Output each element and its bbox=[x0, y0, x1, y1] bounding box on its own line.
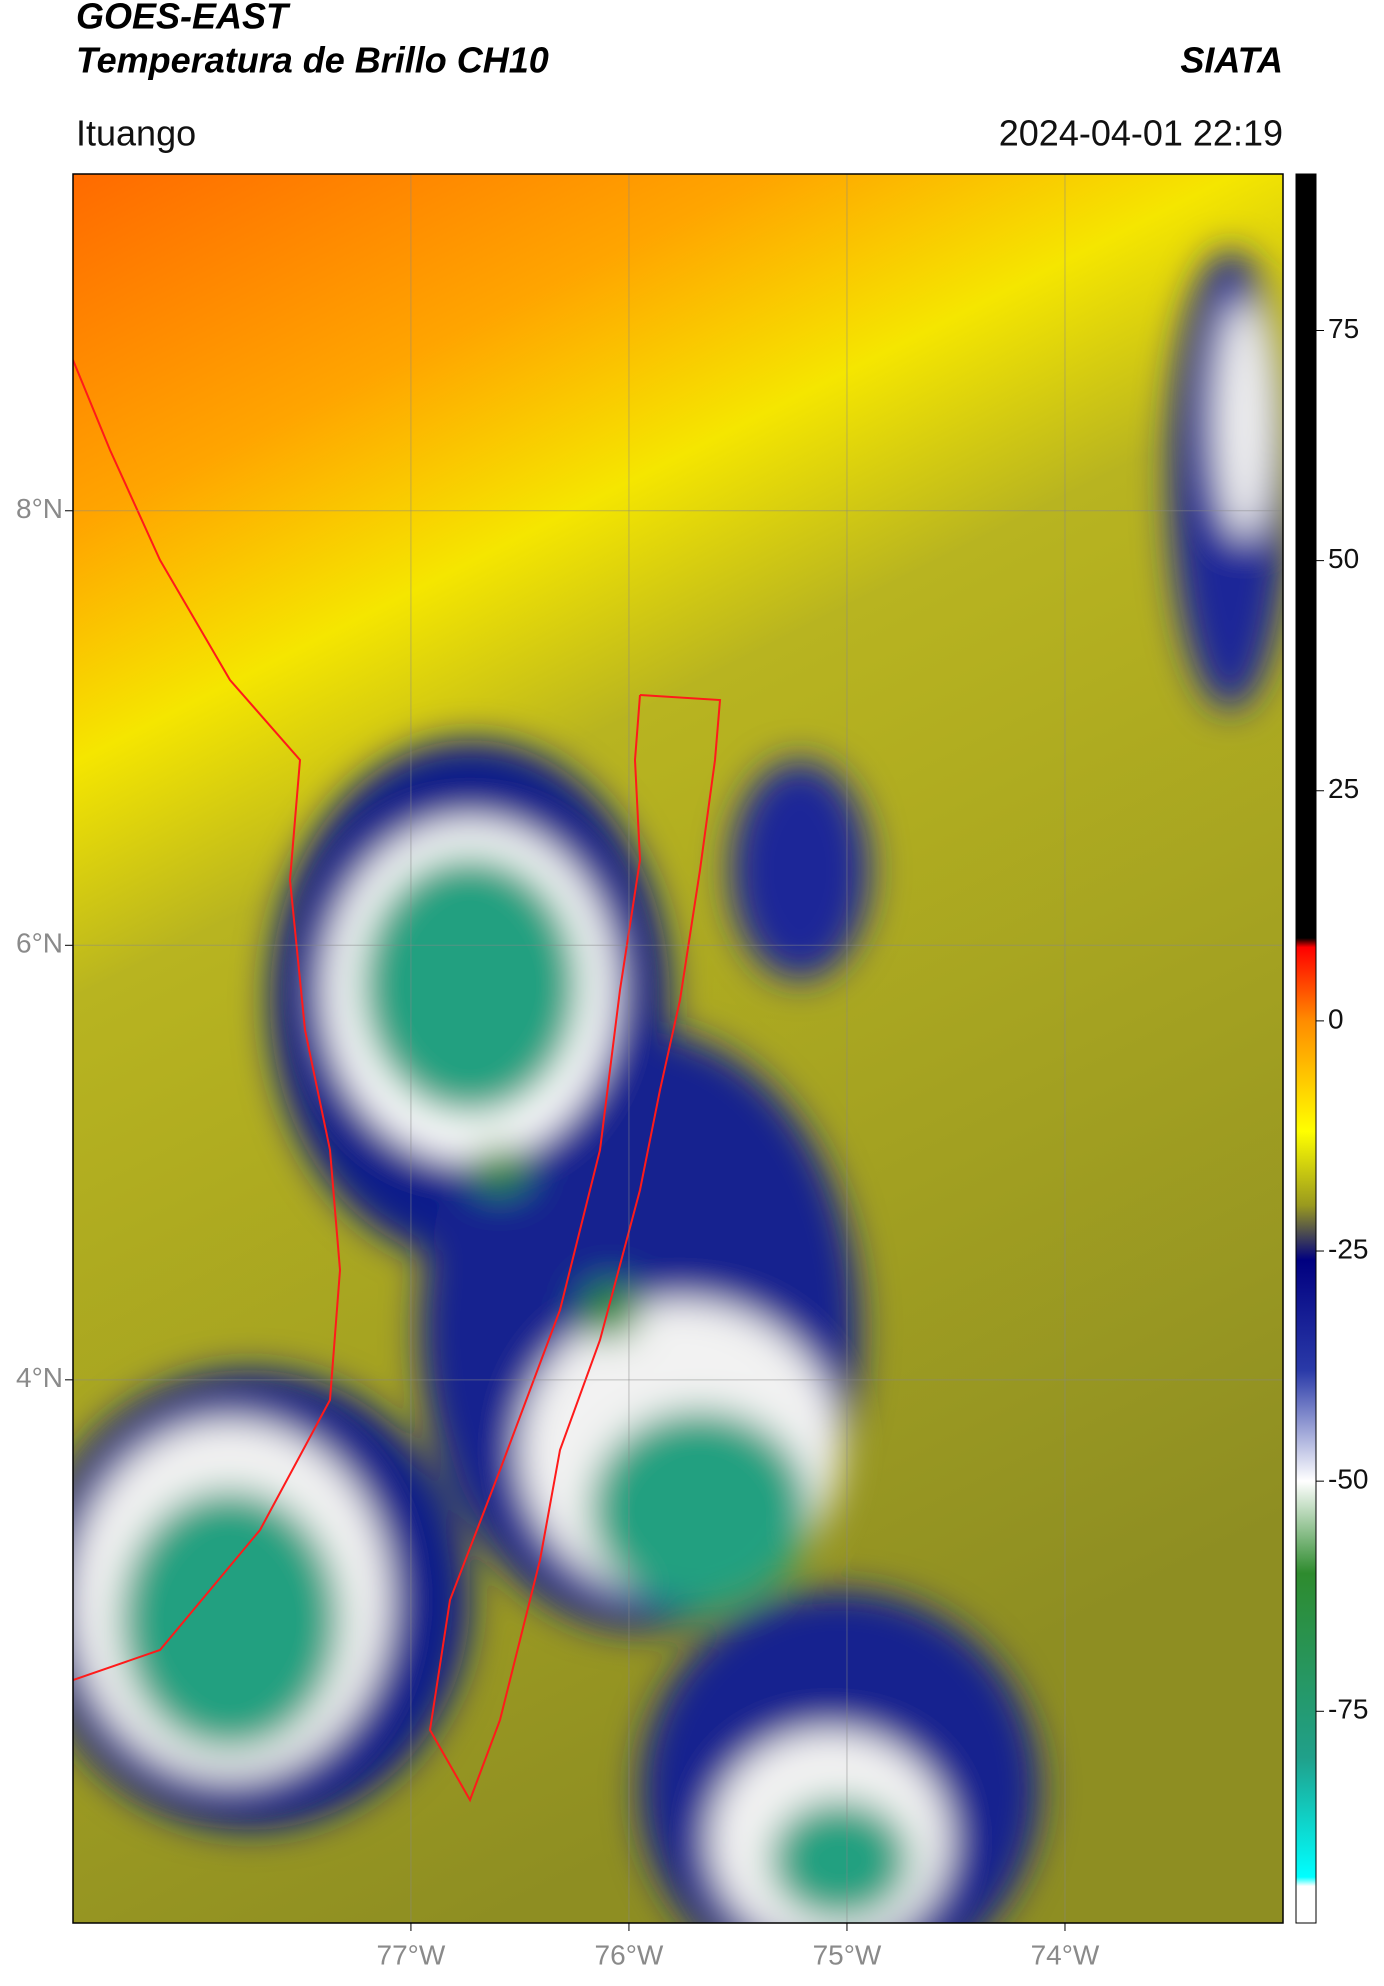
satellite-image bbox=[73, 174, 1283, 1923]
date: 2024-04-01 22:19 bbox=[999, 113, 1283, 154]
colorbar-tick-label: 25 bbox=[1328, 773, 1359, 804]
colorbar bbox=[1295, 173, 1317, 1924]
colorbar-tick-label: -50 bbox=[1328, 1464, 1368, 1495]
location: Ituango bbox=[76, 113, 196, 154]
y-tick-label: 6°N bbox=[16, 928, 63, 959]
source: SIATA bbox=[1180, 40, 1283, 81]
x-tick-label: 75°W bbox=[813, 1939, 882, 1970]
colorbar-tick-label: -25 bbox=[1328, 1233, 1368, 1264]
title: GOES-EAST bbox=[76, 0, 291, 37]
map-frame bbox=[72, 173, 1284, 1924]
grid bbox=[73, 174, 1283, 1923]
colorbar-tick-label: -75 bbox=[1328, 1694, 1368, 1725]
y-tick-label: 4°N bbox=[16, 1362, 63, 1393]
x-tick-label: 76°W bbox=[595, 1939, 664, 1970]
subtitle: Temperatura de Brillo CH10 bbox=[76, 40, 549, 81]
y-tick-label: 8°N bbox=[16, 493, 63, 524]
colorbar-tick-label: 50 bbox=[1328, 543, 1359, 574]
colorbar-tick-label: 75 bbox=[1328, 313, 1359, 344]
x-tick-label: 77°W bbox=[377, 1939, 446, 1970]
colorbar-tick-label: 0 bbox=[1328, 1003, 1344, 1034]
x-tick-label: 74°W bbox=[1031, 1939, 1100, 1970]
